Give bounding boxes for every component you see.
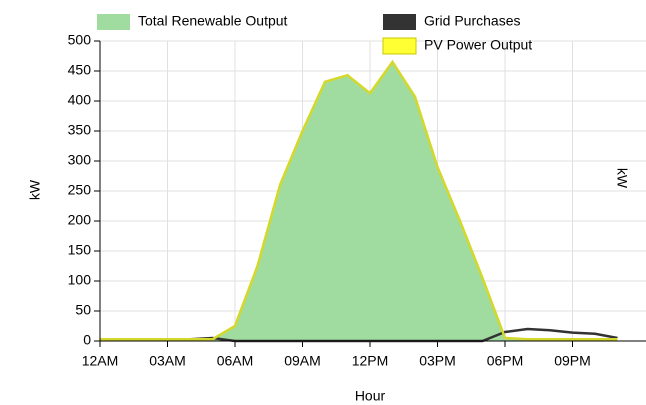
- legend-label: Total Renewable Output: [138, 13, 288, 29]
- y-tick-label: 100: [68, 272, 92, 288]
- x-tick-label: 09PM: [554, 353, 591, 369]
- y-tick-label: 0: [83, 332, 91, 348]
- x-tick-label: 12PM: [352, 353, 389, 369]
- legend-label: PV Power Output: [424, 37, 532, 53]
- y-tick-label: 50: [75, 302, 91, 318]
- legend-swatch: [383, 14, 416, 30]
- y-tick-label: 150: [68, 242, 92, 258]
- y-axis-label: kW: [27, 179, 43, 200]
- area: [100, 62, 618, 341]
- legend-swatch: [97, 14, 130, 30]
- y-tick-label: 500: [68, 32, 92, 48]
- y-tick-label: 350: [68, 122, 92, 138]
- x-tick-label: 06AM: [217, 353, 254, 369]
- x-tick-label: 03AM: [149, 353, 186, 369]
- legend-swatch: [382, 37, 417, 55]
- y-tick-label: 450: [68, 62, 92, 78]
- y-tick-label: 300: [68, 152, 92, 168]
- x-tick-label: 06PM: [487, 353, 524, 369]
- x-tick-label: 09AM: [284, 353, 321, 369]
- line: [100, 59, 618, 341]
- y2-axis-label: kW: [614, 168, 630, 189]
- x-tick-label: 12AM: [82, 353, 119, 369]
- y-tick-label: 400: [68, 92, 92, 108]
- legend-label: Grid Purchases: [424, 13, 520, 29]
- x-axis-label: Hour: [355, 388, 386, 404]
- x-tick-label: 03PM: [419, 353, 456, 369]
- y-tick-label: 200: [68, 212, 92, 228]
- y-tick-label: 250: [68, 182, 92, 198]
